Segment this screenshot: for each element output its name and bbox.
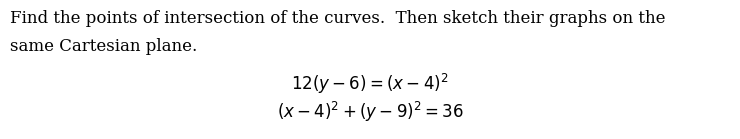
Text: $(x - 4)^2 + (y - 9)^2 = 36$: $(x - 4)^2 + (y - 9)^2 = 36$ bbox=[277, 100, 463, 124]
Text: $12(y - 6) = (x - 4)^2$: $12(y - 6) = (x - 4)^2$ bbox=[292, 72, 448, 96]
Text: Find the points of intersection of the curves.  Then sketch their graphs on the: Find the points of intersection of the c… bbox=[10, 10, 665, 27]
Text: same Cartesian plane.: same Cartesian plane. bbox=[10, 38, 198, 55]
